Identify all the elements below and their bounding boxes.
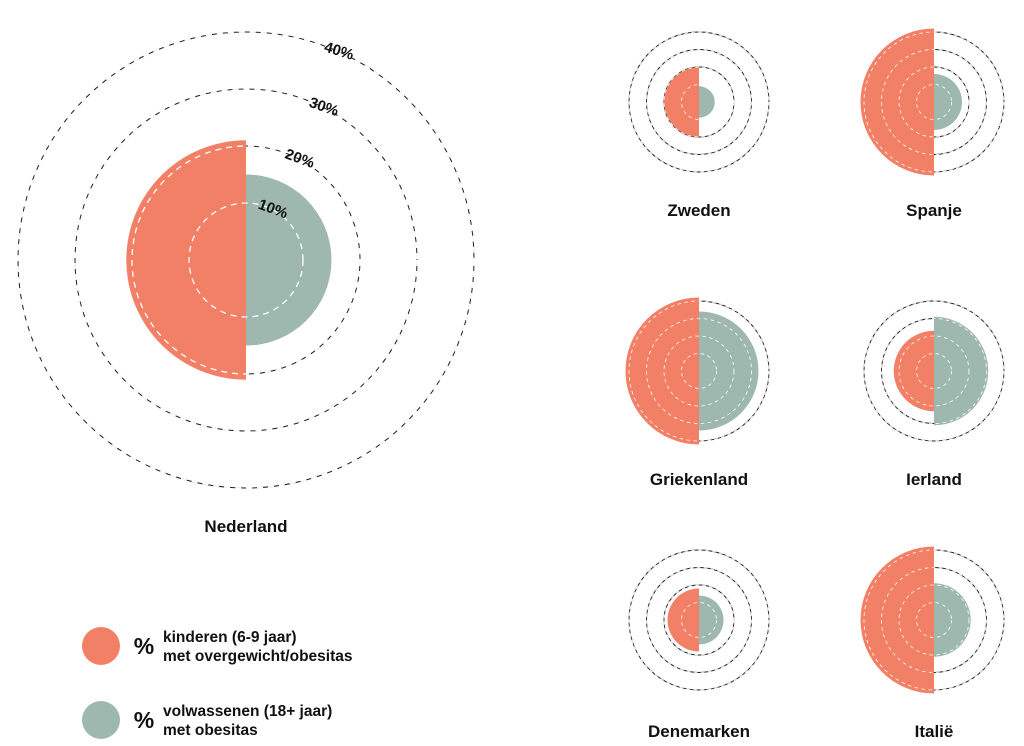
dashed-ring-10-percent [188, 202, 304, 318]
dashed-ring-30-percent [881, 49, 987, 155]
dashed-ring-20-percent [663, 66, 735, 138]
country-label: Nederland [204, 517, 287, 536]
dashed-ring-10-percent [681, 84, 717, 120]
country-chart-nederland: 10%20%30%40%Nederland [17, 31, 475, 536]
dashed-ring-10-percent [681, 353, 717, 389]
legend-adults-line2: met obesitas [163, 722, 258, 739]
dashed-ring-20-percent [663, 584, 735, 656]
legend-adults-line1: volwassenen (18+ jaar) [163, 703, 332, 720]
dashed-ring-40-percent [628, 549, 770, 691]
dashed-ring-30-percent [74, 88, 418, 432]
legend: % kinderen (6-9 jaar) met overgewicht/obes… [82, 627, 353, 739]
children-semicircle [126, 140, 246, 380]
dashed-ring-20-percent [898, 335, 970, 407]
dashed-ring-40-percent [863, 300, 1005, 442]
dashed-ring-10-percent [916, 602, 952, 638]
adults-semicircle [699, 86, 715, 118]
children-semicircle [625, 297, 699, 445]
country-label: Denemarken [648, 722, 750, 741]
country-label: Spanje [906, 201, 962, 220]
adults-semicircle [934, 316, 989, 426]
dashed-ring-40-percent [628, 300, 770, 442]
adults-semicircle [934, 583, 971, 657]
country-chart-ierland: Ierland [863, 300, 1005, 489]
children-semicircle [860, 28, 934, 176]
dashed-ring-10-percent [916, 353, 952, 389]
legend-children-swatch [82, 627, 120, 665]
country-chart-zweden: Zweden [628, 31, 770, 220]
dashed-ring-10-percent [681, 602, 717, 638]
dashed-ring-30-percent [646, 49, 752, 155]
legend-adults-swatch [82, 701, 120, 739]
legend-children-symbol: % [134, 633, 154, 659]
children-semicircle [893, 330, 934, 412]
adults-semicircle [246, 174, 332, 346]
dashed-ring-20-percent [663, 335, 735, 407]
dashed-ring-20-percent [131, 145, 361, 375]
dashed-ring-30-percent [646, 567, 752, 673]
country-chart-denemarken: Denemarken [628, 549, 770, 741]
dashed-ring-30-percent [881, 567, 987, 673]
dashed-ring-40-percent [628, 31, 770, 173]
children-semicircle [664, 67, 699, 137]
country-label: Griekenland [650, 470, 748, 489]
legend-adults-symbol: % [134, 707, 154, 733]
dashed-ring-30-percent [646, 318, 752, 424]
ring-label-20-percent: 20% [283, 146, 317, 172]
children-semicircle [860, 546, 934, 694]
dashed-ring-10-percent [916, 84, 952, 120]
dashed-ring-40-percent [17, 31, 475, 489]
ring-label-30-percent: 30% [307, 94, 341, 120]
adults-semicircle [699, 311, 759, 431]
ring-label-40-percent: 40% [322, 39, 356, 64]
country-chart-spanje: Spanje [860, 28, 1005, 220]
country-label: Ierland [906, 470, 962, 489]
legend-children-line2: met overgewicht/obesitas [163, 648, 353, 665]
country-chart-griekenland: Griekenland [625, 297, 770, 489]
dashed-ring-40-percent [863, 549, 1005, 691]
dashed-ring-20-percent [898, 584, 970, 656]
legend-children-line1: kinderen (6-9 jaar) [163, 629, 297, 646]
dashed-ring-20-percent [898, 66, 970, 138]
country-chart-italië: Italië [860, 546, 1005, 741]
country-label: Zweden [667, 201, 730, 220]
dashed-ring-30-percent [881, 318, 987, 424]
country-label: Italië [915, 722, 954, 741]
dashed-ring-40-percent [863, 31, 1005, 173]
adults-semicircle [934, 74, 962, 130]
adults-semicircle [699, 595, 724, 645]
